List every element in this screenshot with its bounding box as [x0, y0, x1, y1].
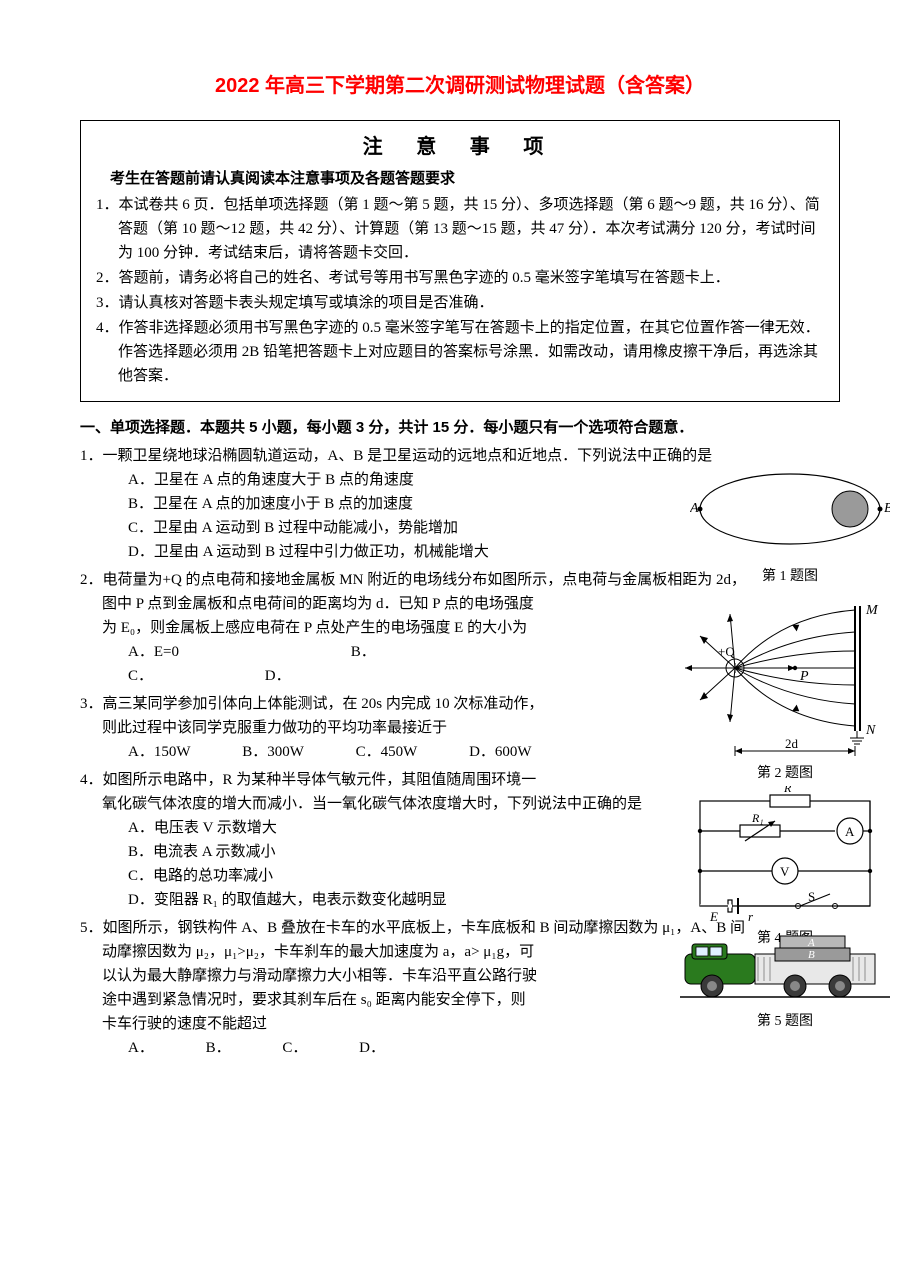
q3-stem-1: 3．高三某同学参加引体向上体能测试，在 20s 内完成 10 次标准动作， — [80, 692, 840, 716]
svg-text:M: M — [865, 603, 879, 618]
q2-stem-1: 2．电荷量为+Q 的点电荷和接地金属板 MN 附近的电场线分布如图所示，点电荷与… — [80, 568, 840, 592]
q3-opt-b: B．300W — [242, 740, 304, 764]
document-title: 2022 年高三下学期第二次调研测试物理试题（含答案） — [80, 70, 840, 102]
q3-opt-c: C．450W — [356, 740, 418, 764]
question-1: A B 第 1 题图 1．一颗卫星绕地球沿椭圆轨道运动，A、B 是卫星运动的远地… — [80, 444, 840, 564]
notice-item-4: 4．作答非选择题必须用书写黑色字迹的 0.5 毫米签字笔写在答题卡上的指定位置，… — [96, 316, 824, 388]
svg-text:+Q: +Q — [718, 644, 735, 659]
svg-text:A: A — [807, 937, 815, 949]
svg-text:B: B — [808, 949, 815, 961]
notice-item-1: 1．本试卷共 6 页．包括单项选择题（第 1 题～第 5 题，共 15 分）、多… — [96, 193, 824, 265]
question-3: 3．高三某同学参加引体向上体能测试，在 20s 内完成 10 次标准动作， 则此… — [80, 692, 840, 764]
svg-text:P: P — [799, 669, 809, 684]
svg-text:R₁: R₁ — [751, 811, 764, 825]
question-2: +Q P M N 2d 第 2 题图 2．电荷量为+Q 的点电荷和接地金属板 M… — [80, 568, 840, 688]
notice-item-3: 3．请认真核对答题卡表头规定填写或填涂的项目是否准确． — [96, 291, 824, 315]
q5-opt-c: C． — [282, 1036, 307, 1060]
svg-text:N: N — [865, 723, 876, 738]
notice-item-2: 2．答题前，请务必将自己的姓名、考试号等用书写黑色字迹的 0.5 毫米签字笔填写… — [96, 266, 824, 290]
q2-opt-b: B． — [351, 640, 376, 664]
question-5: A B 第 5 题图 5．如图所示，钢铁构件 A、B 叠放在卡车的水平底板上，卡… — [80, 916, 840, 1060]
q3-opt-d: D．600W — [469, 740, 532, 764]
q1-figure: A B — [690, 464, 890, 564]
q3-opt-a: A．150W — [128, 740, 191, 764]
q5-opt-b: B． — [206, 1036, 231, 1060]
section-1-heading: 一、单项选择题．本题共 5 小题，每小题 3 分，共计 15 分．每小题只有一个… — [80, 416, 840, 440]
q5-options: A． B． C． D． — [80, 1036, 840, 1060]
q2-opt-c: C． — [128, 664, 153, 688]
q4-figure: R A R₁ V — [680, 786, 890, 926]
q2-opt-d: D． — [265, 664, 291, 688]
svg-text:V: V — [780, 864, 790, 879]
svg-text:A: A — [845, 824, 855, 839]
notice-heading: 注 意 事 项 — [96, 131, 824, 163]
notice-box: 注 意 事 项 考生在答题前请认真阅读本注意事项及各题答题要求 1．本试卷共 6… — [80, 120, 840, 402]
question-4: R A R₁ V — [80, 768, 840, 912]
q5-caption: 第 5 题图 — [680, 1011, 890, 1033]
q3-stem-2: 则此过程中该同学克服重力做功的平均功率最接近于 — [80, 716, 840, 740]
notice-sub: 考生在答题前请认真阅读本注意事项及各题答题要求 — [96, 167, 824, 191]
svg-text:B: B — [884, 501, 890, 516]
svg-text:R: R — [783, 786, 792, 795]
q5-opt-a: A． — [128, 1036, 154, 1060]
svg-text:A: A — [690, 501, 699, 516]
q2-opt-a: A．E=0 — [128, 640, 179, 664]
q5-opt-d: D． — [359, 1036, 385, 1060]
q5-figure: A B — [680, 924, 890, 1009]
q3-options: A．150W B．300W C．450W D．600W — [80, 740, 840, 764]
svg-text:S: S — [808, 889, 815, 904]
